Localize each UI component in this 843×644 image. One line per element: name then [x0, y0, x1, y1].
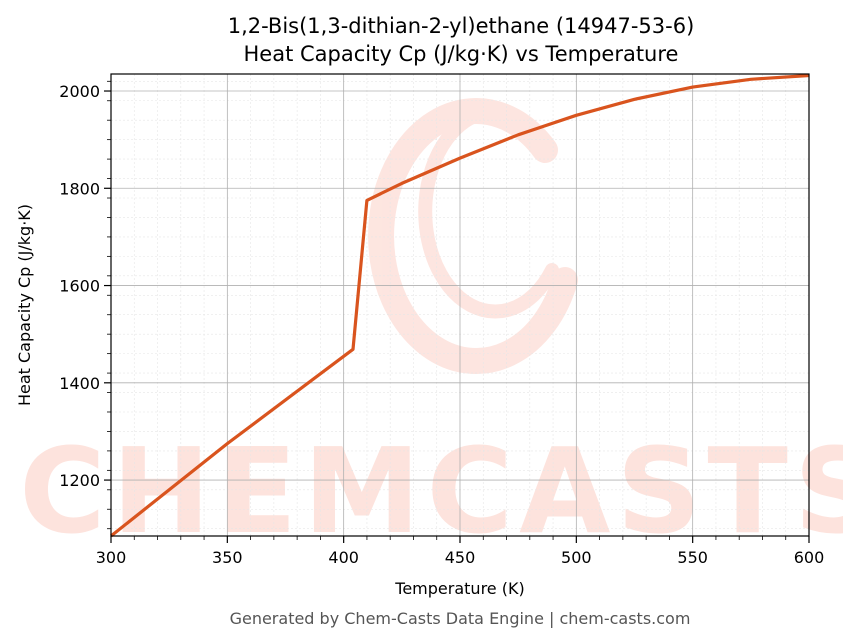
series-line	[110, 73, 810, 538]
chemcasts-logo-icon	[368, 98, 578, 374]
y-tick-label: 1400	[59, 374, 100, 393]
y-tick-label: 2000	[59, 82, 100, 101]
y-tick-label: 1200	[59, 471, 100, 490]
watermark: CHEMCASTS	[19, 98, 843, 560]
x-tick-label: 450	[445, 548, 476, 567]
x-tick-label: 550	[677, 548, 708, 567]
y-axis-label: Heat Capacity Cp (J/kg·K)	[15, 204, 34, 406]
x-axis-label: Temperature (K)	[394, 579, 524, 598]
footer-credit: Generated by Chem-Casts Data Engine | ch…	[230, 609, 691, 628]
watermark-text: CHEMCASTS	[19, 422, 843, 560]
chart-title-line1: 1,2-Bis(1,3-dithian-2-yl)ethane (14947-5…	[228, 14, 695, 38]
y-axis: 1200 1400 1600 1800 2000	[59, 80, 111, 530]
y-tick-label: 1800	[59, 179, 100, 198]
x-tick-label: 600	[794, 548, 825, 567]
x-tick-label: 300	[96, 548, 127, 567]
x-tick-label: 400	[328, 548, 359, 567]
x-tick-label: 500	[561, 548, 592, 567]
chart-title-line2: Heat Capacity Cp (J/kg·K) vs Temperature	[244, 42, 679, 66]
y-tick-label: 1600	[59, 277, 100, 296]
x-tick-label: 350	[212, 548, 243, 567]
x-axis: 300 350 400 450 500 550 600	[96, 536, 825, 567]
